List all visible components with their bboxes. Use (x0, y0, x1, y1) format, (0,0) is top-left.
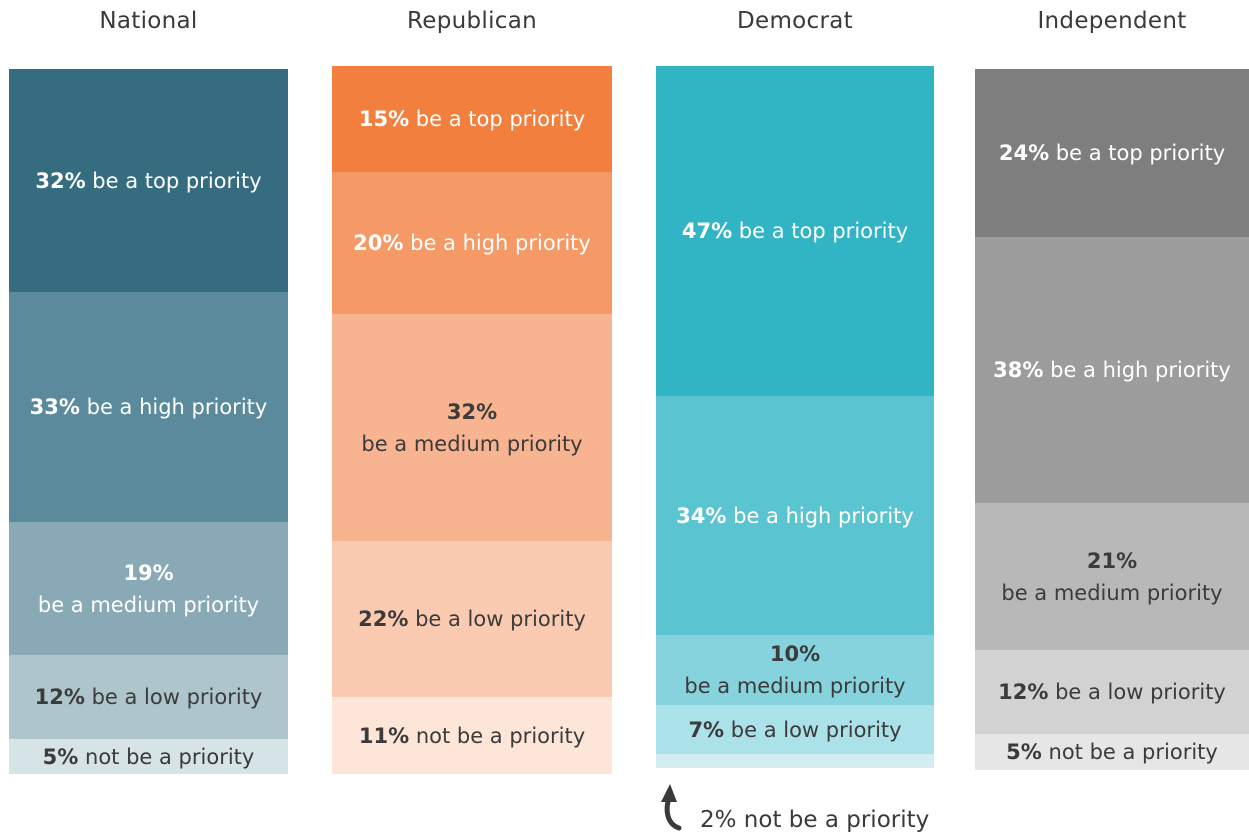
segment-text: be a high priority (86, 395, 268, 419)
segment-text: be a top priority (738, 219, 909, 243)
segment-text: be a medium priority (1001, 580, 1223, 605)
curved-arrow-icon (661, 784, 682, 831)
segment-label: 32% be a medium priority (361, 396, 582, 460)
segment-text: be a low priority (730, 717, 902, 742)
segment-label: 11% not be a priority (359, 720, 585, 752)
segment-label: 20% be a high priority (353, 227, 591, 259)
segment-percent: 5% (42, 744, 79, 769)
segment-percent: 12% (998, 680, 1049, 704)
democrat-bar: 47% be a top priority 34% be a high prior… (656, 66, 934, 768)
segment-percent: 10% (769, 642, 821, 666)
segment-label: 38% be a high priority (993, 354, 1231, 386)
national-column-title: National (99, 8, 198, 34)
segment-percent: 47% (681, 219, 733, 243)
segment-label: 33% be a high priority (30, 391, 268, 423)
segment-percent: 11% (358, 723, 410, 748)
republican-column-title: Republican (407, 8, 537, 34)
segment-text: be a medium priority (361, 431, 583, 456)
segment-label: 12% be a low priority (998, 676, 1226, 708)
independent-bar: 24% be a top priority 38% be a high prior… (975, 69, 1249, 770)
segment-label: 24% be a top priority (999, 137, 1225, 169)
segment-text: be a low priority (415, 607, 586, 631)
segment-label: 21% be a medium priority (1001, 545, 1222, 609)
segment-label: 34% be a high priority (676, 500, 914, 532)
republican-bar: 15% be a top priority 20% be a high prior… (332, 66, 612, 774)
segment-label: 12% be a low priority (35, 681, 263, 713)
segment-text: not be a priority (415, 723, 586, 748)
republican-segment: 22% be a low priority (332, 541, 612, 697)
segment-text: be a top priority (1055, 141, 1226, 165)
national-segment: 32% be a top priority (9, 69, 288, 292)
segment-text: be a high priority (733, 503, 914, 528)
segment-label: 19% be a medium priority (38, 557, 259, 621)
independent-segment: 21% be a medium priority (975, 503, 1249, 650)
segment-percent: 15% (358, 107, 410, 131)
segment-percent: 5% (1006, 740, 1042, 764)
segment-label: 47% be a top priority (682, 215, 908, 247)
national-segment: 19% be a medium priority (9, 522, 288, 655)
segment-text: be a high priority (1050, 358, 1231, 382)
segment-percent: 34% (676, 503, 727, 528)
independent-segment: 5% not be a priority (975, 734, 1249, 770)
segment-text: be a low priority (91, 685, 263, 709)
segment-percent: 38% (993, 358, 1044, 382)
independent-column-title: Independent (1037, 8, 1187, 34)
democrat-segment: 7% be a low priority (656, 705, 934, 754)
segment-percent: 32% (446, 399, 498, 424)
democrat-segment: 10% be a medium priority (656, 635, 934, 705)
segment-percent: 21% (1086, 548, 1138, 573)
segment-percent: 33% (29, 395, 80, 419)
republican-segment: 11% not be a priority (332, 697, 612, 774)
independent-segment: 38% be a high priority (975, 237, 1249, 503)
republican-segment: 32% be a medium priority (332, 314, 612, 541)
segment-text: not be a priority (85, 744, 255, 769)
segment-percent: 12% (34, 685, 85, 709)
independent-segment: 24% be a top priority (975, 69, 1249, 237)
segment-label: 22% be a low priority (358, 603, 586, 635)
segment-label: 32% be a top priority (35, 165, 261, 197)
national-segment: 12% be a low priority (9, 655, 288, 739)
republican-segment: 20% be a high priority (332, 172, 612, 314)
segment-percent: 22% (358, 607, 409, 631)
democrat-column-title: Democrat (737, 8, 853, 34)
independent-segment: 12% be a low priority (975, 650, 1249, 734)
segment-label: 5% not be a priority (43, 741, 255, 773)
segment-text: be a medium priority (684, 674, 906, 698)
democrat-segment: 47% be a top priority (656, 66, 934, 396)
national-segment: 33% be a high priority (9, 292, 288, 522)
segment-text: be a top priority (92, 168, 262, 193)
republican-segment: 15% be a top priority (332, 66, 612, 172)
segment-text: be a low priority (1055, 680, 1226, 704)
democrat-segment: 34% be a high priority (656, 396, 934, 635)
segment-percent: 32% (35, 168, 86, 193)
democrat-segment (656, 754, 934, 768)
segment-percent: 19% (123, 560, 174, 585)
national-segment: 5% not be a priority (9, 739, 288, 774)
segment-text: be a high priority (410, 231, 591, 255)
segment-label: 10% be a medium priority (684, 638, 905, 702)
segment-percent: 7% (688, 717, 725, 742)
segment-text: not be a priority (1048, 740, 1218, 764)
segment-text: be a top priority (415, 107, 586, 131)
segment-text: be a medium priority (37, 592, 260, 617)
segment-label: 15% be a top priority (359, 103, 585, 135)
segment-percent: 24% (998, 141, 1050, 165)
segment-label: 5% not be a priority (1006, 736, 1218, 768)
national-bar: 32% be a top priority 33% be a high prior… (9, 69, 288, 774)
segment-percent: 20% (353, 231, 404, 255)
segment-label: 7% be a low priority (688, 714, 901, 746)
democrat-footnote: 2% not be a priority (700, 807, 930, 833)
